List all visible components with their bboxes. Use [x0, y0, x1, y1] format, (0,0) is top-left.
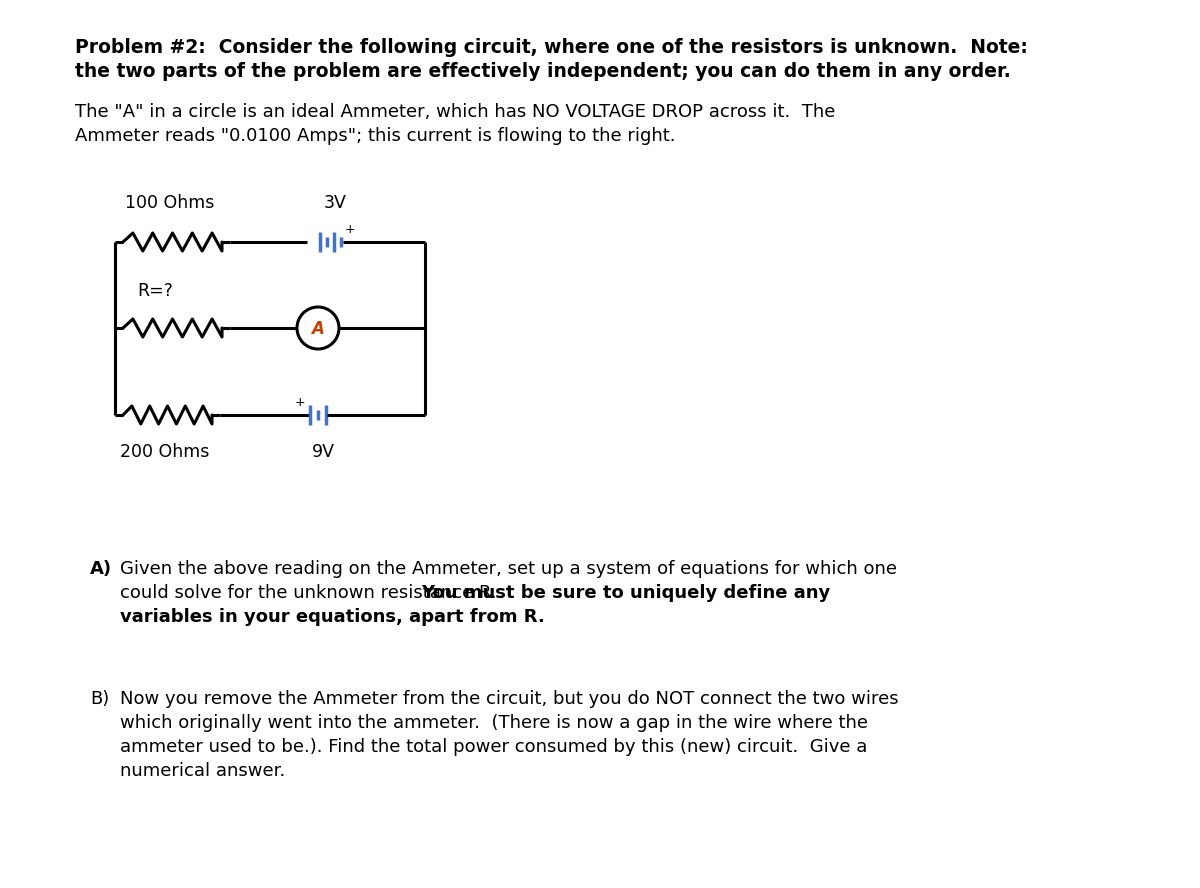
- Text: which originally went into the ammeter.  (There is now a gap in the wire where t: which originally went into the ammeter. …: [120, 714, 868, 732]
- Text: numerical answer.: numerical answer.: [120, 762, 286, 780]
- Text: ammeter used to be.). Find the total power consumed by this (new) circuit.  Give: ammeter used to be.). Find the total pow…: [120, 738, 868, 756]
- Text: Ammeter reads "0.0100 Amps"; this current is flowing to the right.: Ammeter reads "0.0100 Amps"; this curren…: [74, 127, 676, 145]
- Text: A): A): [90, 560, 112, 578]
- Text: B): B): [90, 690, 109, 708]
- Text: The "A" in a circle is an ideal Ammeter, which has NO VOLTAGE DROP across it.  T: The "A" in a circle is an ideal Ammeter,…: [74, 103, 835, 121]
- Text: A: A: [312, 320, 324, 338]
- Text: 9V: 9V: [312, 443, 335, 461]
- Text: 100 Ohms: 100 Ohms: [125, 194, 215, 212]
- Text: +: +: [344, 223, 355, 235]
- Text: 200 Ohms: 200 Ohms: [120, 443, 210, 461]
- Text: the two parts of the problem are effectively independent; you can do them in any: the two parts of the problem are effecti…: [74, 62, 1010, 81]
- Text: Given the above reading on the Ammeter, set up a system of equations for which o: Given the above reading on the Ammeter, …: [120, 560, 898, 578]
- Text: R=?: R=?: [137, 282, 173, 300]
- Text: could solve for the unknown resistance R.: could solve for the unknown resistance R…: [120, 584, 508, 602]
- Text: Now you remove the Ammeter from the circuit, but you do NOT connect the two wire: Now you remove the Ammeter from the circ…: [120, 690, 899, 708]
- Text: 3V: 3V: [324, 194, 347, 212]
- Text: variables in your equations, apart from R.: variables in your equations, apart from …: [120, 608, 545, 626]
- Text: Problem #2:  Consider the following circuit, where one of the resistors is unkno: Problem #2: Consider the following circu…: [74, 38, 1028, 57]
- Text: You must be sure to uniquely define any: You must be sure to uniquely define any: [421, 584, 830, 602]
- Text: +: +: [294, 395, 305, 408]
